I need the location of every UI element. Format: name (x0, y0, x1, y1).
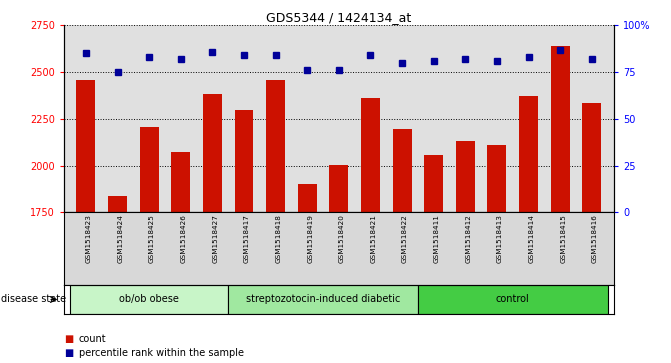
Text: GSM1518417: GSM1518417 (244, 215, 250, 264)
Text: GSM1518414: GSM1518414 (529, 215, 535, 264)
Text: GSM1518420: GSM1518420 (339, 215, 345, 264)
Bar (424, 155, 444, 212)
Text: GSM1518418: GSM1518418 (276, 215, 282, 264)
Text: GSM1518411: GSM1518411 (433, 215, 440, 264)
Text: GSM1518425: GSM1518425 (149, 215, 155, 264)
Bar (519, 97, 538, 212)
Bar (228, 285, 418, 314)
Text: GSM1518426: GSM1518426 (180, 215, 187, 264)
Text: ■: ■ (64, 348, 73, 358)
Bar (203, 94, 222, 212)
Title: GDS5344 / 1424134_at: GDS5344 / 1424134_at (266, 11, 411, 24)
Bar (70, 285, 228, 314)
Bar (456, 141, 475, 212)
Bar (582, 103, 601, 212)
Text: GSM1518423: GSM1518423 (86, 215, 92, 264)
Text: count: count (79, 334, 106, 344)
Bar (551, 46, 570, 212)
Text: GSM1518422: GSM1518422 (402, 215, 408, 264)
Bar (393, 129, 411, 212)
Text: streptozotocin-induced diabetic: streptozotocin-induced diabetic (246, 294, 400, 305)
Text: GSM1518413: GSM1518413 (497, 215, 503, 264)
Text: GSM1518412: GSM1518412 (466, 215, 471, 264)
Bar (234, 110, 254, 212)
Bar (361, 98, 380, 212)
Text: GSM1518419: GSM1518419 (307, 215, 313, 264)
Text: GSM1518421: GSM1518421 (370, 215, 376, 264)
Text: percentile rank within the sample: percentile rank within the sample (79, 348, 244, 358)
Bar (266, 79, 285, 212)
Text: ob/ob obese: ob/ob obese (119, 294, 179, 305)
Bar (298, 184, 317, 212)
Text: ■: ■ (64, 334, 73, 344)
Bar (487, 145, 507, 212)
Bar (418, 285, 608, 314)
Bar (108, 196, 127, 212)
Bar (171, 152, 191, 212)
Bar (329, 165, 348, 212)
Text: GSM1518415: GSM1518415 (560, 215, 566, 264)
Text: GSM1518427: GSM1518427 (212, 215, 218, 264)
Text: GSM1518424: GSM1518424 (117, 215, 123, 264)
Text: GSM1518416: GSM1518416 (592, 215, 598, 264)
Bar (76, 79, 95, 212)
Text: control: control (496, 294, 529, 305)
Text: disease state: disease state (1, 294, 66, 305)
Bar (140, 127, 158, 212)
